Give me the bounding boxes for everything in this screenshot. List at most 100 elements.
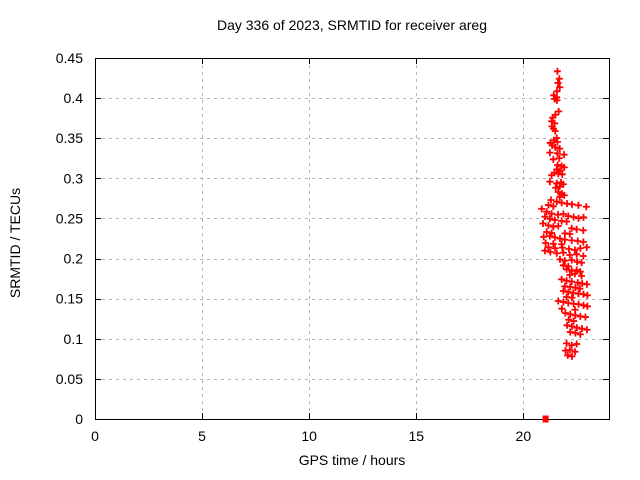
- data-point-plus: [559, 180, 567, 188]
- y-tick-label: 0.25: [56, 210, 83, 226]
- data-point-plus: [564, 212, 572, 220]
- data-point-plus: [568, 341, 576, 349]
- data-point-plus: [571, 246, 579, 254]
- data-point-plus: [583, 291, 591, 299]
- data-point-plus: [563, 277, 571, 285]
- data-point-plus: [554, 188, 562, 196]
- data-point-plus: [553, 249, 561, 257]
- data-point-plus: [551, 216, 559, 224]
- data-point-plus: [543, 228, 551, 236]
- data-point-plus: [543, 208, 551, 216]
- data-point-plus: [556, 83, 564, 91]
- y-tick-label: 0.2: [64, 251, 84, 267]
- data-point-plus: [574, 237, 582, 245]
- data-point-plus: [568, 278, 576, 286]
- data-point-plus: [555, 107, 563, 115]
- data-point-plus: [563, 321, 571, 329]
- data-point-plus: [553, 138, 561, 146]
- x-tick-label: 15: [408, 428, 424, 444]
- data-point-plus: [573, 225, 581, 233]
- data-point-plus: [559, 287, 567, 295]
- data-point-plus: [549, 240, 557, 248]
- data-point-plus: [551, 127, 559, 135]
- data-point-plus: [578, 325, 586, 333]
- data-point-plus: [558, 275, 566, 283]
- data-point-plus: [546, 139, 554, 147]
- data-point-plus: [563, 339, 571, 347]
- data-point-plus: [559, 298, 567, 306]
- data-point-plus: [556, 183, 564, 191]
- data-point-plus: [565, 316, 573, 324]
- data-point-plus: [573, 340, 581, 348]
- data-point-plus: [579, 226, 587, 234]
- data-point-plus: [538, 205, 546, 213]
- data-point-plus: [583, 243, 591, 251]
- data-point-plus: [539, 219, 547, 227]
- data-point-plus: [571, 311, 579, 319]
- data-point-plus: [553, 96, 561, 104]
- data-point-plus: [558, 170, 566, 178]
- data-point-plus: [554, 222, 562, 230]
- data-point-plus: [566, 271, 574, 279]
- data-point-plus: [551, 233, 559, 241]
- y-tick-label: 0.1: [64, 331, 84, 347]
- data-point-plus: [554, 79, 562, 87]
- data-point-plus: [574, 279, 582, 287]
- chart-title: Day 336 of 2023, SRMTID for receiver are…: [216, 17, 487, 33]
- data-point-plus: [552, 184, 560, 192]
- data-point-plus: [573, 258, 581, 266]
- data-point-plus: [566, 328, 574, 336]
- data-point-plus: [566, 310, 574, 318]
- y-tick-label: 0.15: [56, 291, 83, 307]
- data-point-plus: [576, 330, 584, 338]
- data-point-plus: [571, 284, 579, 292]
- data-point-plus: [544, 221, 552, 229]
- data-point-plus: [575, 214, 583, 222]
- data-point-plus: [571, 348, 579, 356]
- data-point-plus: [576, 268, 584, 276]
- data-point-plus: [575, 300, 583, 308]
- data-point-plus: [560, 191, 568, 199]
- data-point-plus: [553, 67, 561, 75]
- y-tick-label: 0.05: [56, 371, 83, 387]
- data-point-plus: [556, 235, 564, 243]
- data-point-plus: [555, 75, 563, 83]
- data-point-plus: [578, 259, 586, 267]
- data-point-plus: [573, 324, 581, 332]
- data-point-plus: [556, 193, 564, 201]
- data-point-plus: [551, 143, 559, 151]
- y-axis-label: SRMTID / TECUs: [7, 187, 23, 299]
- y-tick-label: 0.45: [56, 50, 83, 66]
- data-point-plus: [553, 149, 561, 157]
- data-point-plus: [563, 218, 571, 226]
- data-point-plus: [566, 346, 574, 354]
- data-point-plus: [571, 329, 579, 337]
- x-tick-label: 0: [91, 428, 99, 444]
- data-point-plus: [551, 244, 559, 252]
- data-point-plus: [582, 203, 590, 211]
- data-point-plus: [574, 201, 582, 209]
- data-point-plus: [546, 178, 554, 186]
- data-point-plus: [561, 309, 569, 317]
- data-point-plus: [560, 163, 568, 171]
- data-point-plus: [541, 247, 549, 255]
- data-point-plus: [546, 149, 554, 157]
- data-point-plus: [564, 288, 572, 296]
- data-point-plus: [553, 87, 561, 95]
- x-tick-label: 20: [516, 428, 532, 444]
- data-point-plus: [540, 233, 548, 241]
- y-tick-label: 0.35: [56, 130, 83, 146]
- data-point-plus: [564, 351, 572, 359]
- data-point-plus: [580, 213, 588, 221]
- x-axis-label: GPS time / hours: [298, 452, 406, 468]
- data-point-plus: [583, 326, 591, 334]
- data-point-plus: [583, 302, 591, 310]
- data-point-plus: [578, 272, 586, 280]
- data-point-plus: [553, 198, 561, 206]
- data-point-plus: [554, 297, 562, 305]
- data-point-plus: [563, 265, 571, 273]
- data-point-plus: [571, 270, 579, 278]
- data-point-plus: [568, 322, 576, 330]
- data-point-plus: [561, 257, 569, 265]
